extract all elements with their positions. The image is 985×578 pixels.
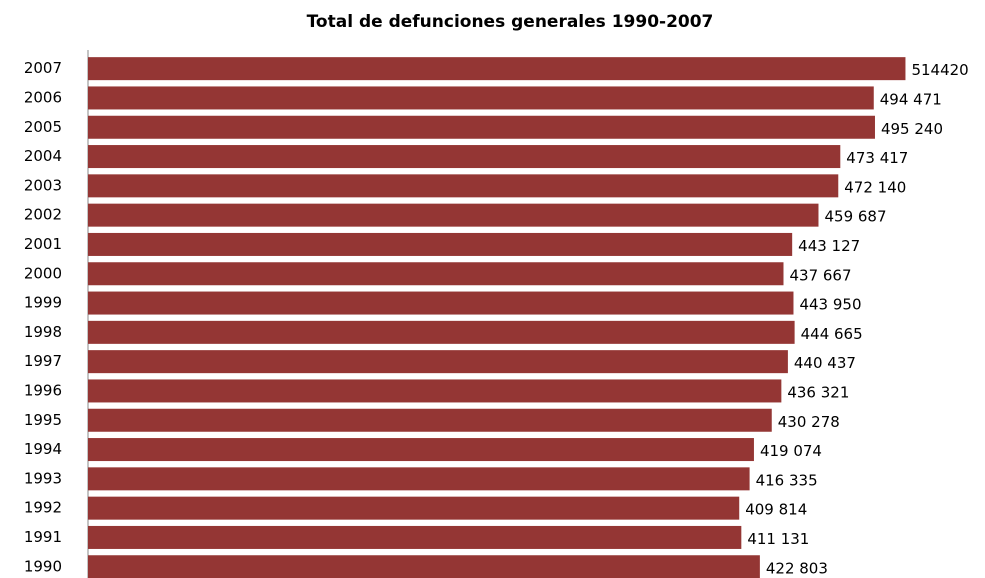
- value-label: 472 140: [844, 178, 906, 196]
- y-tick-label: 2002: [24, 206, 62, 224]
- bar: [88, 86, 874, 110]
- value-label: 473 417: [846, 149, 908, 167]
- y-tick-label: 1998: [24, 323, 62, 341]
- value-label: 443 127: [798, 237, 860, 255]
- bar: [88, 291, 794, 315]
- value-label: 444 665: [801, 325, 863, 343]
- y-tick-label: 1993: [24, 469, 62, 487]
- y-tick-label: 2000: [24, 264, 62, 282]
- value-label: 436 321: [787, 383, 849, 401]
- bar: [88, 145, 841, 169]
- value-label: 459 687: [824, 208, 886, 226]
- y-tick-label: 2005: [24, 118, 62, 136]
- y-tick-label: 2001: [24, 235, 62, 253]
- y-tick-label: 2007: [24, 59, 62, 77]
- bar: [88, 555, 760, 578]
- bar: [88, 379, 782, 403]
- y-tick-label: 1999: [24, 294, 62, 312]
- bar: [88, 350, 788, 374]
- value-label: 430 278: [778, 413, 840, 431]
- bar: [88, 320, 795, 344]
- y-tick-label: 2004: [24, 147, 62, 165]
- y-tick-label: 1995: [24, 411, 62, 429]
- value-label: 440 437: [794, 354, 856, 372]
- value-label: 495 240: [881, 120, 943, 138]
- y-tick-label: 1992: [24, 499, 62, 517]
- value-label: 494 471: [880, 90, 942, 108]
- chart-title: Total de defunciones generales 1990-2007: [307, 12, 714, 32]
- bar: [88, 174, 839, 198]
- bar: [88, 438, 754, 462]
- bar: [88, 467, 750, 491]
- value-label: 419 074: [760, 442, 822, 460]
- bar: [88, 115, 875, 139]
- bar: [88, 262, 784, 286]
- bar: [88, 57, 906, 81]
- bar: [88, 203, 819, 227]
- bar: [88, 496, 740, 520]
- y-tick-label: 1994: [24, 440, 62, 458]
- value-label: 416 335: [756, 471, 818, 489]
- value-label: 409 814: [745, 501, 807, 519]
- y-tick-label: 2006: [24, 88, 62, 106]
- bar: [88, 525, 742, 549]
- value-label: 514420: [911, 61, 968, 79]
- value-label: 443 950: [799, 296, 861, 314]
- y-tick-label: 1997: [24, 352, 62, 370]
- y-tick-label: 1991: [24, 528, 62, 546]
- y-tick-label: 2003: [24, 176, 62, 194]
- value-label: 411 131: [747, 530, 809, 548]
- y-tick-label: 1990: [24, 557, 62, 575]
- value-label: 422 803: [766, 559, 828, 577]
- value-label: 437 667: [789, 266, 851, 284]
- bar: [88, 232, 793, 256]
- y-tick-label: 1996: [24, 381, 62, 399]
- bar: [88, 408, 772, 432]
